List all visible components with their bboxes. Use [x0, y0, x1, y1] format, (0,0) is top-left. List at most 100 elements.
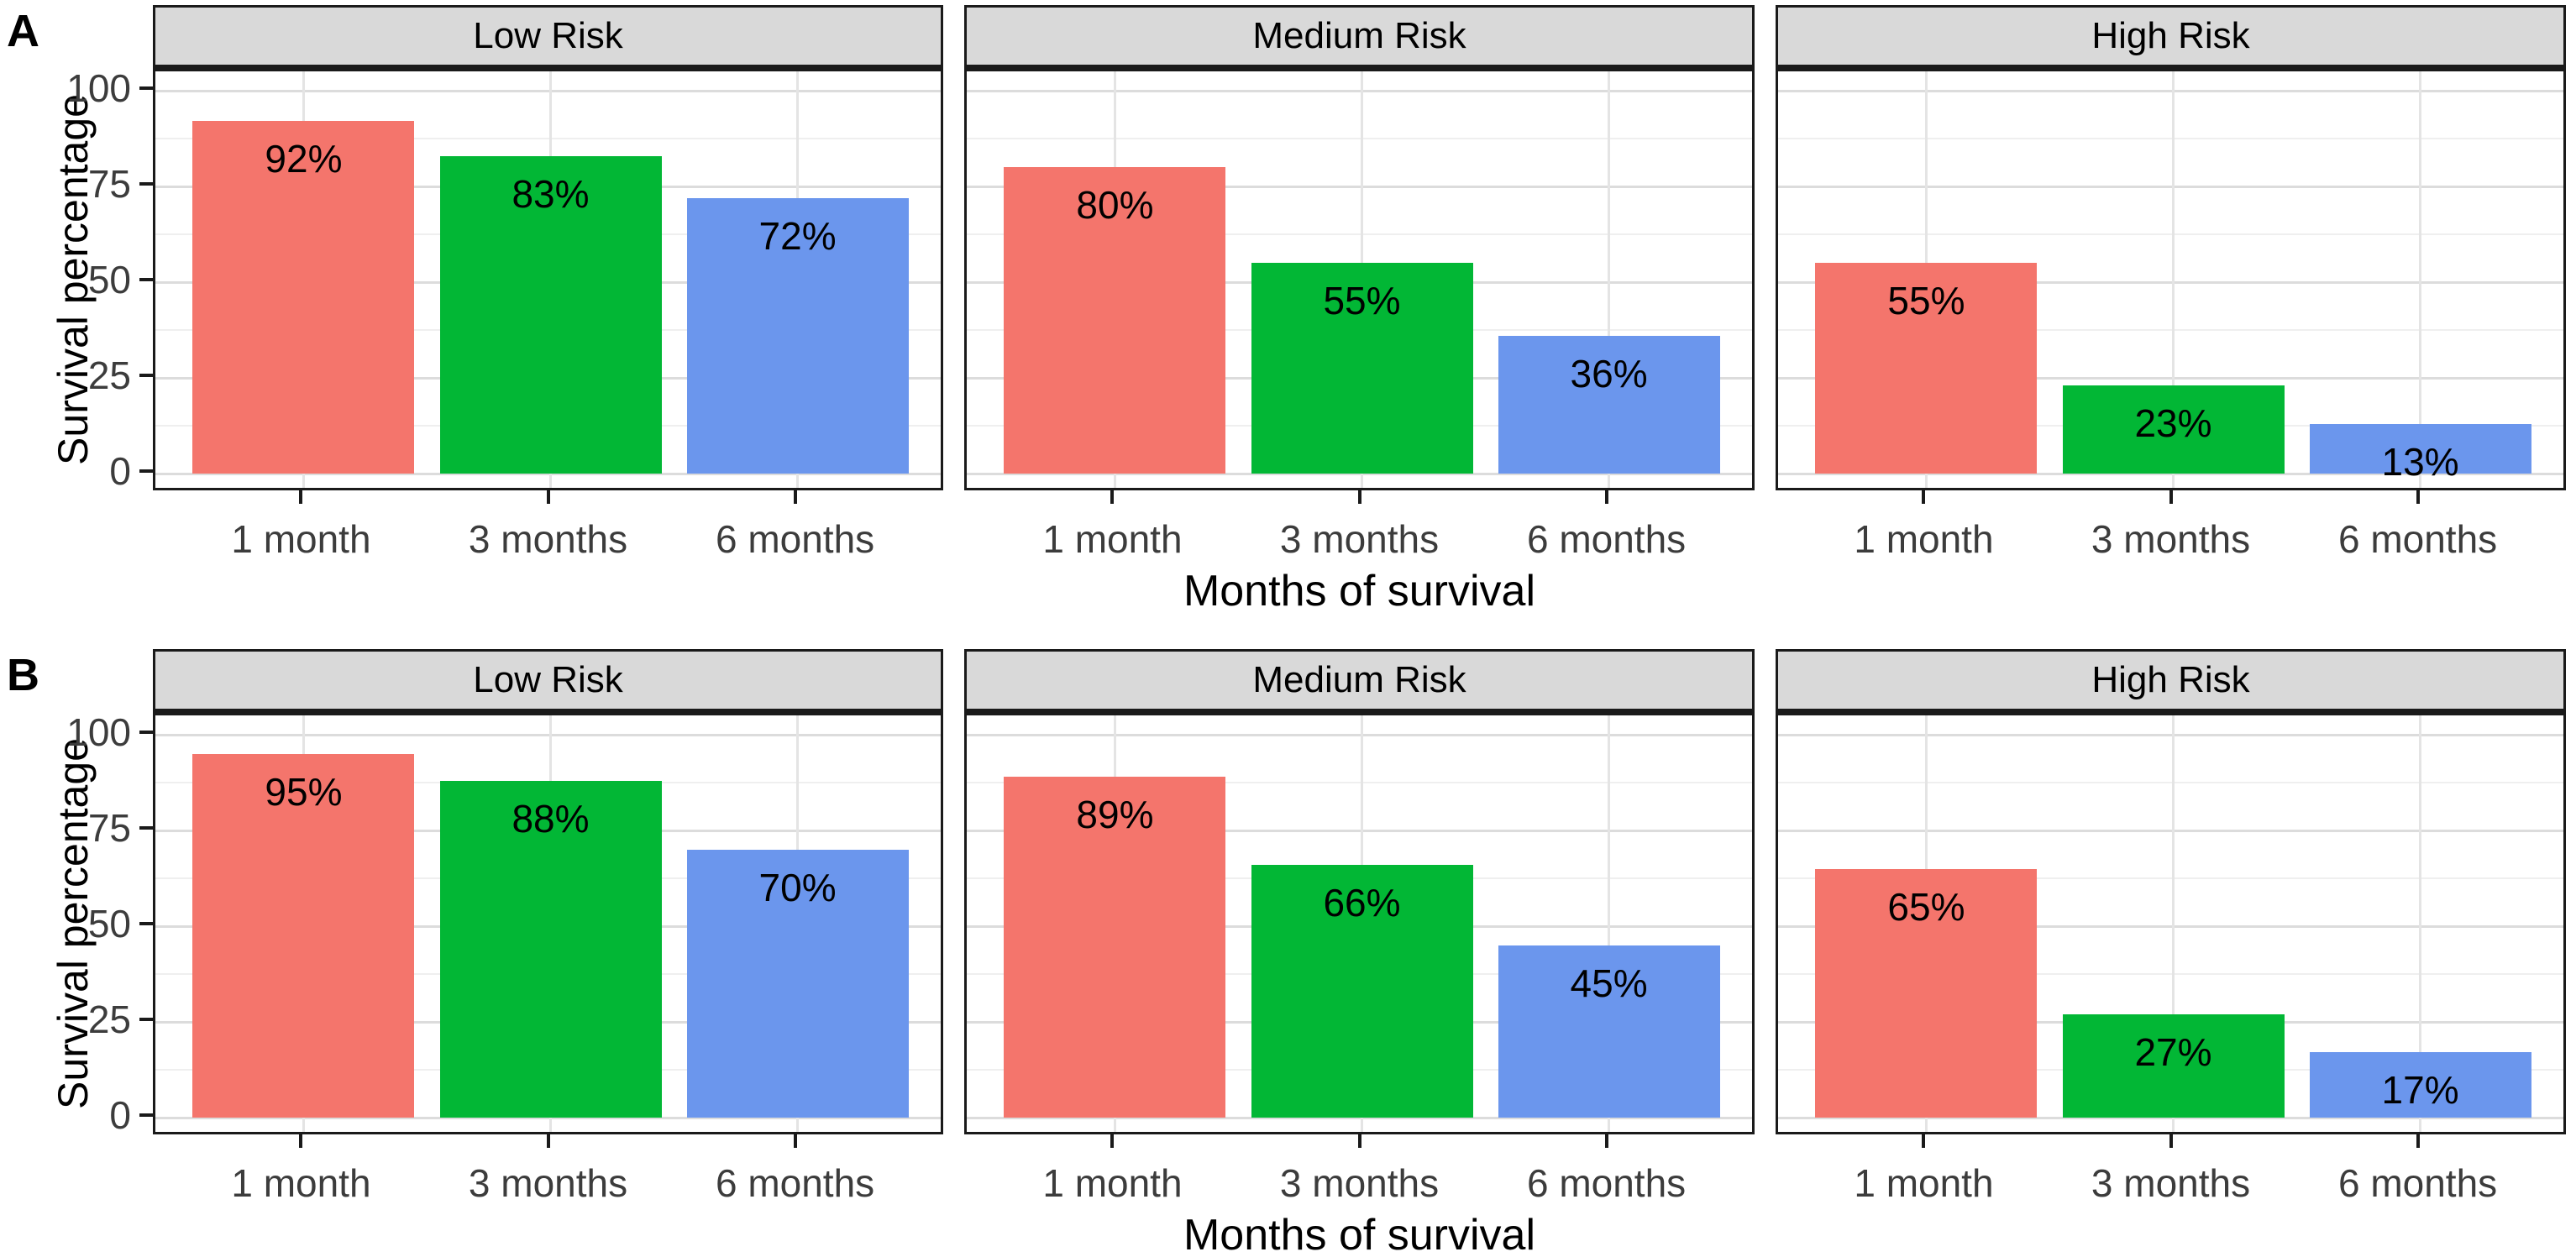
gridline-major [1778, 1116, 2563, 1119]
facet-strip-label-b-high-risk: High Risk [2091, 659, 2250, 700]
bar-b-medium-risk-6-months [1498, 945, 1720, 1118]
bar-b-medium-risk-1-month [1004, 777, 1226, 1118]
gridline-vertical [2172, 71, 2175, 488]
gridline-minor [967, 138, 1752, 139]
bar-a-low-risk-1-month [192, 121, 415, 474]
y-tick-label: 0 [109, 449, 131, 493]
bar-value-label: 23% [2134, 401, 2212, 446]
gridline-major [967, 829, 1752, 832]
bar-b-high-risk-3-months [2062, 1013, 2285, 1118]
gridline-minor [1778, 329, 2563, 331]
facet-strip-a-high-risk: High Risk [1776, 5, 2566, 69]
x-axis-tick [2169, 1134, 2173, 1148]
x-tick-label: 3 months [2091, 517, 2251, 561]
bar-a-high-risk-3-months [2062, 385, 2285, 474]
gridline-major [1778, 185, 2563, 188]
gridline-major [967, 1116, 1752, 1119]
y-tick-label: 75 [87, 162, 131, 206]
x-axis-tick [1357, 490, 1361, 504]
y-axis-tick [139, 278, 153, 281]
gridline-major [1778, 472, 2563, 475]
x-tick-label: 1 month [1854, 1161, 1994, 1205]
plot-panel-b-high-risk: 65% 27% 17% [1776, 713, 2566, 1134]
bar-a-low-risk-3-months [439, 155, 662, 474]
gridline-major [1778, 733, 2563, 736]
y-axis-tick [139, 826, 153, 830]
x-axis-tick [793, 1134, 797, 1148]
facet-strip-label-a-high-risk: High Risk [2091, 15, 2250, 56]
x-tick-label: 3 months [1279, 517, 1440, 561]
bar-value-label: 88% [512, 796, 590, 841]
bar-b-low-risk-3-months [439, 780, 662, 1118]
gridline-minor [967, 233, 1752, 235]
x-tick-label: 1 month [231, 1161, 371, 1205]
gridline-major [1778, 89, 2563, 92]
x-axis-tick [2416, 1134, 2420, 1148]
bar-a-medium-risk-6-months [1498, 335, 1720, 474]
gridline-major [155, 1116, 941, 1119]
x-axis-tick [546, 490, 550, 504]
bar-a-high-risk-6-months [2309, 423, 2531, 474]
x-tick-label: 6 months [2337, 517, 2498, 561]
bar-b-low-risk-1-month [192, 753, 415, 1118]
plot-panel-b-medium-risk: 89% 66% 45% [964, 713, 1755, 1134]
y-axis-tick [139, 922, 153, 925]
bar-value-label: 66% [1323, 881, 1401, 925]
x-tick-label: 6 months [1526, 517, 1687, 561]
gridline-vertical [2172, 715, 2175, 1132]
x-axis-tick [2169, 490, 2173, 504]
y-tick-label: 100 [66, 66, 131, 110]
bar-a-medium-risk-1-month [1004, 167, 1226, 474]
bar-a-low-risk-6-months [686, 197, 909, 474]
panel-label-a: A [7, 6, 39, 56]
bar-a-medium-risk-3-months [1251, 263, 1473, 474]
gridline-major [155, 472, 941, 475]
x-tick-label: 3 months [468, 517, 628, 561]
x-axis-tick [1110, 1134, 1115, 1148]
gridline-minor [1778, 233, 2563, 235]
gridline-minor [967, 782, 1752, 783]
x-tick-label: 1 month [1854, 517, 1994, 561]
x-tick-label: 6 months [1526, 1161, 1687, 1205]
x-tick-label: 6 months [715, 1161, 875, 1205]
facet-strip-label-a-medium-risk: Medium Risk [1252, 15, 1466, 56]
x-tick-label: 6 months [715, 517, 875, 561]
y-axis-tick [139, 86, 153, 90]
panel-label-b: B [7, 650, 39, 700]
x-axis-tick [793, 490, 797, 504]
y-tick-label: 100 [66, 710, 131, 754]
x-axis-title-a: Months of survival [1183, 567, 1536, 615]
gridline-major [155, 89, 941, 92]
plot-panel-a-high-risk: 55% 23% 13% [1776, 69, 2566, 490]
bar-value-label: 13% [2381, 439, 2459, 484]
y-axis-tick [139, 469, 153, 473]
bar-value-label: 27% [2134, 1029, 2212, 1074]
bar-value-label: 55% [1887, 279, 1965, 323]
y-tick-label: 50 [87, 902, 131, 945]
gridline-minor [1778, 877, 2563, 879]
bar-value-label: 70% [758, 865, 837, 909]
x-axis-tick [1922, 490, 1926, 504]
x-tick-label: 3 months [2091, 1161, 2251, 1205]
facet-strip-label-b-medium-risk: Medium Risk [1252, 659, 1466, 700]
gridline-major [967, 185, 1752, 188]
bar-b-high-risk-1-month [1815, 868, 2038, 1118]
gridline-major [967, 472, 1752, 475]
bar-b-high-risk-6-months [2309, 1052, 2531, 1118]
x-axis-tick [1604, 490, 1608, 504]
x-tick-label: 3 months [468, 1161, 628, 1205]
facet-strip-a-low-risk: Low Risk [153, 5, 943, 69]
gridline-major [1778, 924, 2563, 928]
x-axis-tick [1604, 1134, 1608, 1148]
bar-value-label: 55% [1323, 279, 1401, 323]
bar-value-label: 89% [1076, 793, 1154, 837]
gridline-major [967, 89, 1752, 92]
gridline-major [1778, 829, 2563, 832]
y-tick-label: 25 [87, 998, 131, 1041]
y-tick-label: 25 [87, 354, 131, 397]
facet-strip-label-a-low-risk: Low Risk [473, 15, 623, 56]
x-axis-tick [1922, 1134, 1926, 1148]
gridline-minor [155, 138, 941, 139]
facet-strip-b-low-risk: Low Risk [153, 649, 943, 713]
